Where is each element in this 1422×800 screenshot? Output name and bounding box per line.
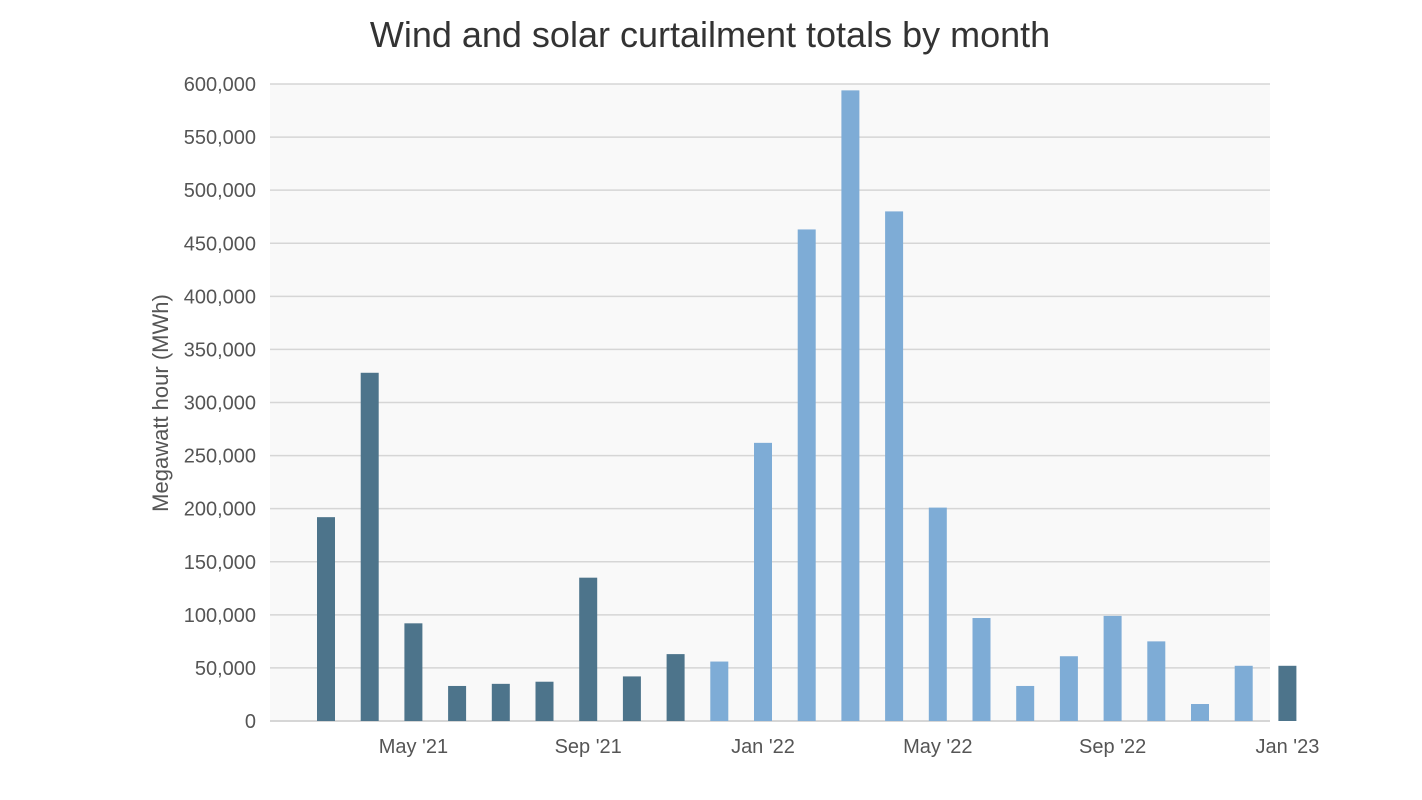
- x-axis-ticks: May '21 Sep '21 Jan '22 May '22 Sep '22 Jan '…: [379, 736, 1320, 758]
- bars: [317, 90, 1297, 722]
- y-tick-label: 550,000: [184, 127, 256, 149]
- x-tick-label: May '22: [903, 736, 972, 758]
- y-axis-ticks: 0 50,000 100,000 150,000 200,000 250,000 300,0…: [184, 74, 256, 733]
- bar: [317, 517, 335, 721]
- x-tick-label: Sep '22: [1079, 736, 1146, 758]
- bar: [491, 683, 510, 721]
- bar: [754, 442, 772, 721]
- bar: [535, 681, 554, 721]
- bar: [797, 229, 816, 721]
- chart-title: Wind and solar curtailment totals by mon…: [370, 14, 1050, 55]
- bar: [622, 676, 641, 721]
- x-tick-label: Jan '22: [731, 736, 795, 758]
- y-tick-label: 300,000: [184, 393, 256, 415]
- y-tick-label: 200,000: [184, 499, 256, 521]
- y-tick-label: 150,000: [184, 552, 256, 574]
- y-tick-label: 350,000: [184, 339, 256, 361]
- y-tick-label: 600,000: [184, 74, 256, 96]
- y-axis-title: Megawatt hour (MWh): [148, 294, 173, 512]
- bar: [841, 90, 860, 722]
- y-tick-label: 100,000: [184, 605, 256, 627]
- x-tick-label: May '21: [379, 736, 448, 758]
- bar: [666, 654, 685, 721]
- bar: [1016, 685, 1035, 721]
- bar: [448, 685, 467, 721]
- bar: [579, 577, 598, 721]
- bar: [1103, 615, 1122, 721]
- bar: [972, 618, 991, 721]
- y-tick-label: 0: [245, 711, 256, 733]
- bar: [1059, 656, 1078, 721]
- bar: [360, 372, 379, 721]
- y-tick-label: 400,000: [184, 286, 256, 308]
- y-tick-label: 50,000: [195, 658, 256, 680]
- bar: [928, 507, 947, 721]
- bar: [1234, 665, 1253, 721]
- bar: [1278, 665, 1297, 721]
- bar: [404, 623, 423, 721]
- bar: [1147, 641, 1166, 721]
- y-tick-label: 500,000: [184, 180, 256, 202]
- bar: [1191, 704, 1209, 721]
- y-tick-label: 450,000: [184, 233, 256, 255]
- y-tick-label: 250,000: [184, 446, 256, 468]
- x-tick-label: Jan '23: [1255, 736, 1319, 758]
- bar: [710, 661, 729, 721]
- x-tick-label: Sep '21: [555, 736, 622, 758]
- bar: [885, 211, 904, 721]
